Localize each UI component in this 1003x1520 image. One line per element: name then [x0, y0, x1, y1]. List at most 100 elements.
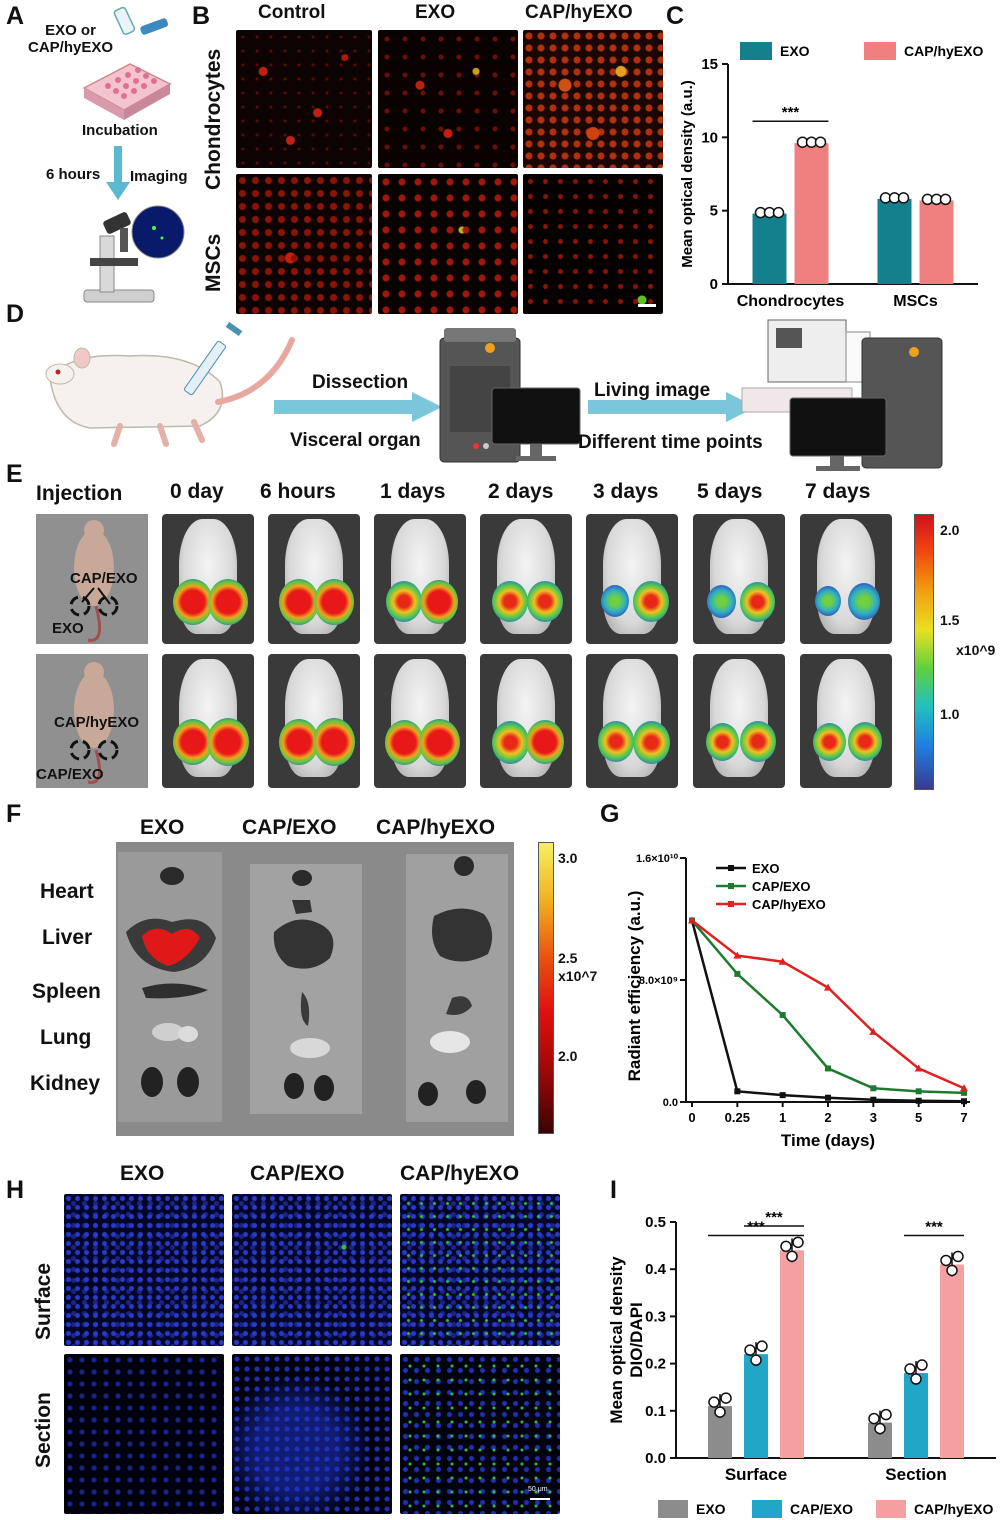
- data-point: [880, 1408, 892, 1421]
- panel-b-col-cap-hyexo: CAP/hyEXO: [525, 2, 633, 23]
- legend-label: CAP/hyEXO: [904, 43, 983, 59]
- chart-c: 0 5 10 15 Mean optical density (a.u.) Chondro…: [679, 42, 983, 310]
- data-point: [870, 1085, 877, 1092]
- fluorescence-spot: [848, 722, 882, 761]
- bar-cap-hyexo: [794, 143, 829, 284]
- panel-label-d: D: [6, 300, 25, 328]
- micrograph-chondro-cap-hyexo: [523, 30, 663, 168]
- confocal-section-cap-hyexo: [400, 1354, 560, 1514]
- data-point: [915, 1088, 922, 1095]
- significance-label: ***: [747, 1218, 765, 1235]
- fluorescence-spot: [279, 719, 319, 765]
- legend-swatch: [876, 1500, 906, 1518]
- y-tick-label: 0.3: [645, 1308, 666, 1325]
- fluorescence-spot: [527, 581, 563, 622]
- injection-schematic-2: [36, 654, 148, 788]
- fluorescence-spot: [313, 718, 355, 766]
- y-tick-label: 5: [710, 203, 718, 220]
- ivis-hyexo-row-1: [268, 654, 360, 788]
- dissection-label: Dissection: [312, 372, 409, 393]
- y-axis-label-line1: Mean optical density: [607, 1256, 626, 1424]
- ivis-exo-row-4: [586, 514, 678, 644]
- ivis-exo-row-6: [800, 514, 892, 644]
- e-col-7-days: 7 days: [805, 480, 871, 503]
- h-scale-bar-label: 50 μm: [528, 1486, 548, 1493]
- h-col-cap-hyexo: CAP/hyEXO: [400, 1162, 520, 1185]
- legend-label: CAP/EXO: [790, 1501, 853, 1517]
- legend-swatch: [740, 42, 772, 60]
- fluorescence-spot: [633, 581, 669, 622]
- y-axis-label-line2: DIO/DAPI: [627, 1302, 646, 1378]
- panel-b-col-control: Control: [258, 2, 326, 23]
- legend-marker: [728, 883, 734, 889]
- f-organ-spleen: Spleen: [32, 980, 101, 1003]
- ivis-exo-row-2: [374, 514, 466, 644]
- micrograph-mscs-control: [236, 174, 372, 314]
- significance-label: ***: [765, 1209, 783, 1226]
- fluorescence-spot: [173, 579, 213, 625]
- e-col-5-days: 5 days: [697, 480, 763, 503]
- scale-bar: [638, 304, 656, 307]
- micrograph-chondro-exo: [378, 30, 518, 168]
- organ-image-panel: [116, 842, 514, 1136]
- data-point: [868, 1412, 880, 1425]
- x-tick-label: 3: [870, 1110, 877, 1125]
- arrow-right-icon: [274, 392, 442, 422]
- data-point: [779, 1092, 786, 1099]
- y-tick-label: 10: [701, 129, 718, 146]
- panel-label-i: I: [610, 1176, 617, 1204]
- e-row1-label-cap-exo: CAP/EXO: [70, 570, 138, 587]
- f-organ-liver: Liver: [42, 926, 93, 949]
- data-point: [714, 1406, 726, 1418]
- data-point: [897, 192, 910, 204]
- ivis-exo-row-0: [162, 514, 254, 644]
- confocal-section-exo: [64, 1354, 224, 1514]
- panel-label-e: E: [6, 460, 23, 488]
- e-col-1-days: 1 days: [380, 480, 446, 503]
- f-organ-heart: Heart: [40, 880, 94, 903]
- fluorescence-spot: [601, 585, 629, 617]
- f-col-exo: EXO: [140, 816, 185, 839]
- living-image-label: Living image: [594, 380, 711, 401]
- significance-label: ***: [925, 1218, 943, 1235]
- f-col-cap-hyexo: CAP/hyEXO: [376, 816, 496, 839]
- fluorescence-spot: [633, 721, 670, 764]
- fluorescence-spot: [740, 582, 775, 622]
- legend-marker: [728, 865, 734, 871]
- panel-b-row-chondrocytes: Chondrocytes: [202, 48, 225, 190]
- microscope-icon: [83, 205, 185, 303]
- imaging-label: Imaging: [130, 168, 188, 185]
- data-point: [779, 1012, 786, 1019]
- data-point: [734, 1088, 741, 1095]
- data-point: [869, 1027, 878, 1035]
- bar-exo: [752, 213, 787, 284]
- fluorescence-spot: [707, 585, 736, 618]
- confocal-section-cap-exo: [232, 1354, 392, 1514]
- legend-marker: [728, 901, 734, 907]
- bar-cap-exo: [744, 1354, 768, 1458]
- data-point: [825, 1094, 831, 1101]
- x-tick-label: 2: [824, 1110, 831, 1125]
- data-point: [750, 1354, 762, 1366]
- e-scale-tick-2: 2.0: [940, 522, 960, 538]
- fluorescence-spot: [526, 720, 564, 764]
- y-tick-label: 0.0: [663, 1097, 678, 1109]
- ivis-hyexo-row-2: [374, 654, 466, 788]
- y-tick-label: 0.0: [645, 1450, 666, 1467]
- e-color-scale: [914, 514, 934, 790]
- fluorescence-spot: [419, 719, 460, 766]
- data-point: [940, 1254, 952, 1267]
- confocal-surface-cap-exo: [232, 1194, 392, 1346]
- time-label: 6 hours: [46, 166, 101, 183]
- f-color-scale: [538, 842, 554, 1134]
- chart-g: 0.0 8.0×10⁹ 1.6×10¹⁰ Radiant efficiency (a.…: [625, 853, 970, 1150]
- data-point: [708, 1396, 720, 1408]
- x-tick-label: Section: [885, 1465, 946, 1484]
- bar-exo: [877, 198, 912, 284]
- fluorescence-spot: [208, 579, 248, 625]
- f-scale-tick-2: 2.0: [558, 1048, 578, 1064]
- bar-cap-hyexo: [919, 200, 954, 284]
- e-scale-unit: x10^9: [956, 642, 996, 658]
- y-axis-label: Mean optical density (a.u.): [679, 80, 696, 268]
- data-point: [720, 1392, 732, 1404]
